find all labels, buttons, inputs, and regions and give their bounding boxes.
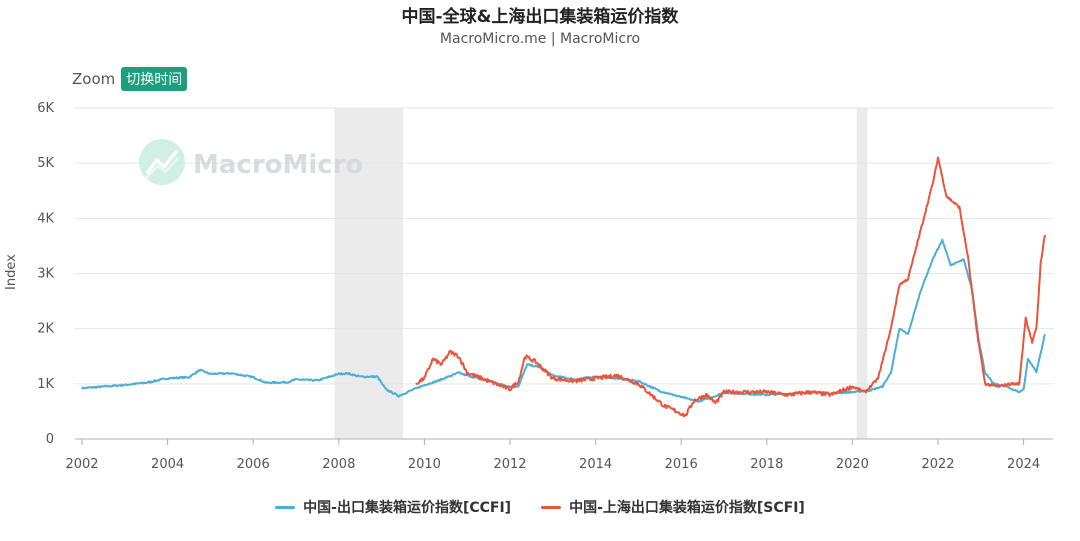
x-tick-label-2020: 2020 [836, 457, 869, 472]
y-tick-label-2000: 2K [37, 322, 54, 337]
chart-logo-icon [139, 139, 185, 185]
chart-title: 中国-全球&上海出口集装箱运价指数 [401, 7, 679, 27]
chart-subtitle: MacroMicro.me | MacroMicro [439, 31, 641, 47]
watermark: MacroMicro [139, 139, 363, 185]
legend-label-scfi: 中国-上海出口集装箱运价指数[SCFI] [569, 500, 805, 516]
y-tick-label-6000: 6K [37, 101, 54, 116]
x-tick-label-2014: 2014 [579, 457, 612, 472]
x-tick-label-2008: 2008 [322, 457, 355, 472]
legend: 中国-出口集装箱运价指数[CCFI] 中国-上海出口集装箱运价指数[SCFI] [0, 497, 1080, 517]
x-tick-label-2010: 2010 [408, 457, 441, 472]
zoom-label: Zoom [72, 70, 116, 88]
legend-item-scfi[interactable]: 中国-上海出口集装箱运价指数[SCFI] [541, 497, 805, 517]
legend-label-ccfi: 中国-出口集装箱运价指数[CCFI] [303, 500, 512, 516]
legend-item-ccfi[interactable]: 中国-出口集装箱运价指数[CCFI] [275, 497, 511, 517]
series-line-ccfi [81, 238, 1046, 403]
y-tick-label-0: 0 [46, 432, 54, 447]
series-line-scfi [415, 156, 1046, 418]
x-tick-label-2004: 2004 [151, 457, 184, 472]
x-tick-label-2016: 2016 [665, 457, 698, 472]
y-tick-label-1000: 1K [37, 377, 54, 392]
legend-swatch-ccfi [275, 505, 296, 509]
x-tick-label-2018: 2018 [750, 457, 783, 472]
axes: 0 1K 2K 3K 4K 5K 6K 2002 2004 2006 2008 2010 2012 201… [37, 101, 1053, 472]
x-tick-label-2024: 2024 [1007, 457, 1040, 472]
zoom-control: Zoom 切换时间 [72, 67, 188, 91]
y-tick-label-5000: 5K [37, 156, 54, 171]
x-tick-label-2012: 2012 [493, 457, 526, 472]
x-tick-label-2002: 2002 [65, 457, 98, 472]
y-tick-label-3000: 3K [37, 267, 54, 282]
x-tick-label-2022: 2022 [921, 457, 954, 472]
series-lines [81, 156, 1046, 418]
y-tick-label-4000: 4K [37, 211, 54, 226]
x-tick-label-2006: 2006 [237, 457, 270, 472]
legend-swatch-scfi [541, 505, 562, 509]
watermark-text: MacroMicro [193, 150, 363, 180]
switch-time-button[interactable]: 切换时间 [121, 67, 188, 91]
